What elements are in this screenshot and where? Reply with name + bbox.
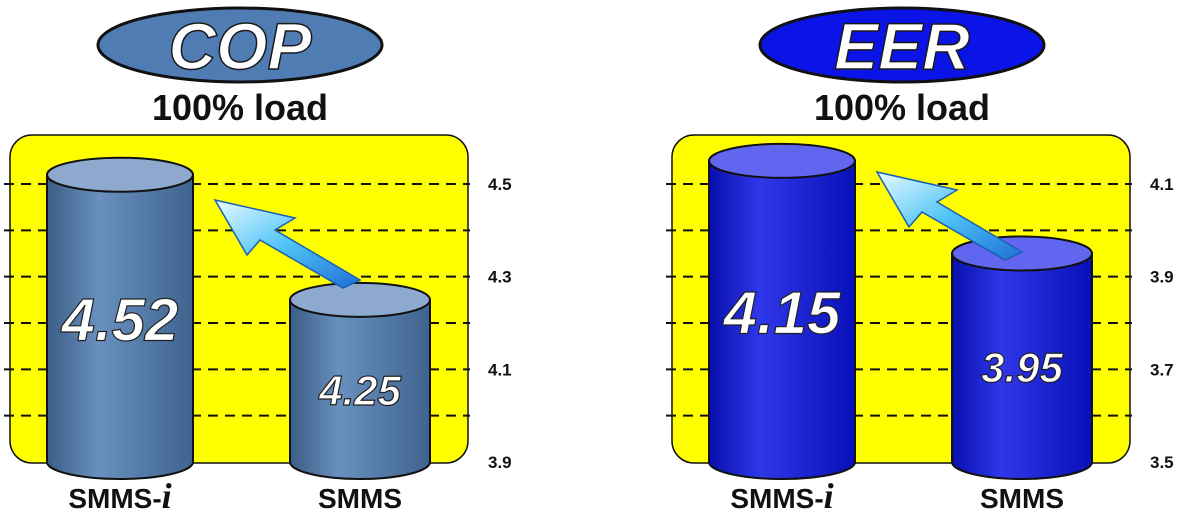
arrow-icon [213,198,362,289]
eer-title-oval [758,6,1046,84]
eer-tick-label: 3.9 [1150,268,1174,287]
cop-bar-smms-i [46,156,194,480]
cop-bar-smms [289,281,431,480]
eer-category-label: SMMS [980,483,1064,514]
cop-tick-label: 4.3 [488,268,512,287]
eer-value-label: 3.95 [981,344,1063,391]
eer-tick-label: 3.7 [1150,360,1174,379]
cop-category-label: SMMS-i [68,476,171,516]
eer-value-label: 4.15 [723,279,842,346]
cop-tick-label: 4.1 [488,360,512,379]
cop-tick-label: 4.5 [488,175,512,194]
cop-value-label: 4.25 [318,367,401,414]
cop-subtitle: 100% load [152,87,328,128]
cop-tick-label: 3.9 [488,453,512,472]
cop-title: COP [168,9,312,83]
eer-tick-label: 4.1 [1150,175,1174,194]
cop-title-oval [96,6,384,84]
eer-bar-smms-i [708,142,856,480]
eer-subtitle: 100% load [814,87,990,128]
arrow-icon [875,170,1024,261]
cop-category-label: SMMS [318,483,402,514]
cop-chart: COP 100% load 3.9 4.1 4.3 4.5 4.52 4.25 SMMS-i SM… [0,0,560,529]
cop-value-label: 4.52 [61,286,179,353]
eer-chart: EER 100% load 3.5 3.7 3.9 4.1 4.15 3.95 SMMS-i SM… [662,0,1195,529]
eer-tick-label: 3.5 [1150,453,1174,472]
eer-category-label: SMMS-i [730,476,833,516]
eer-title: EER [834,9,970,83]
